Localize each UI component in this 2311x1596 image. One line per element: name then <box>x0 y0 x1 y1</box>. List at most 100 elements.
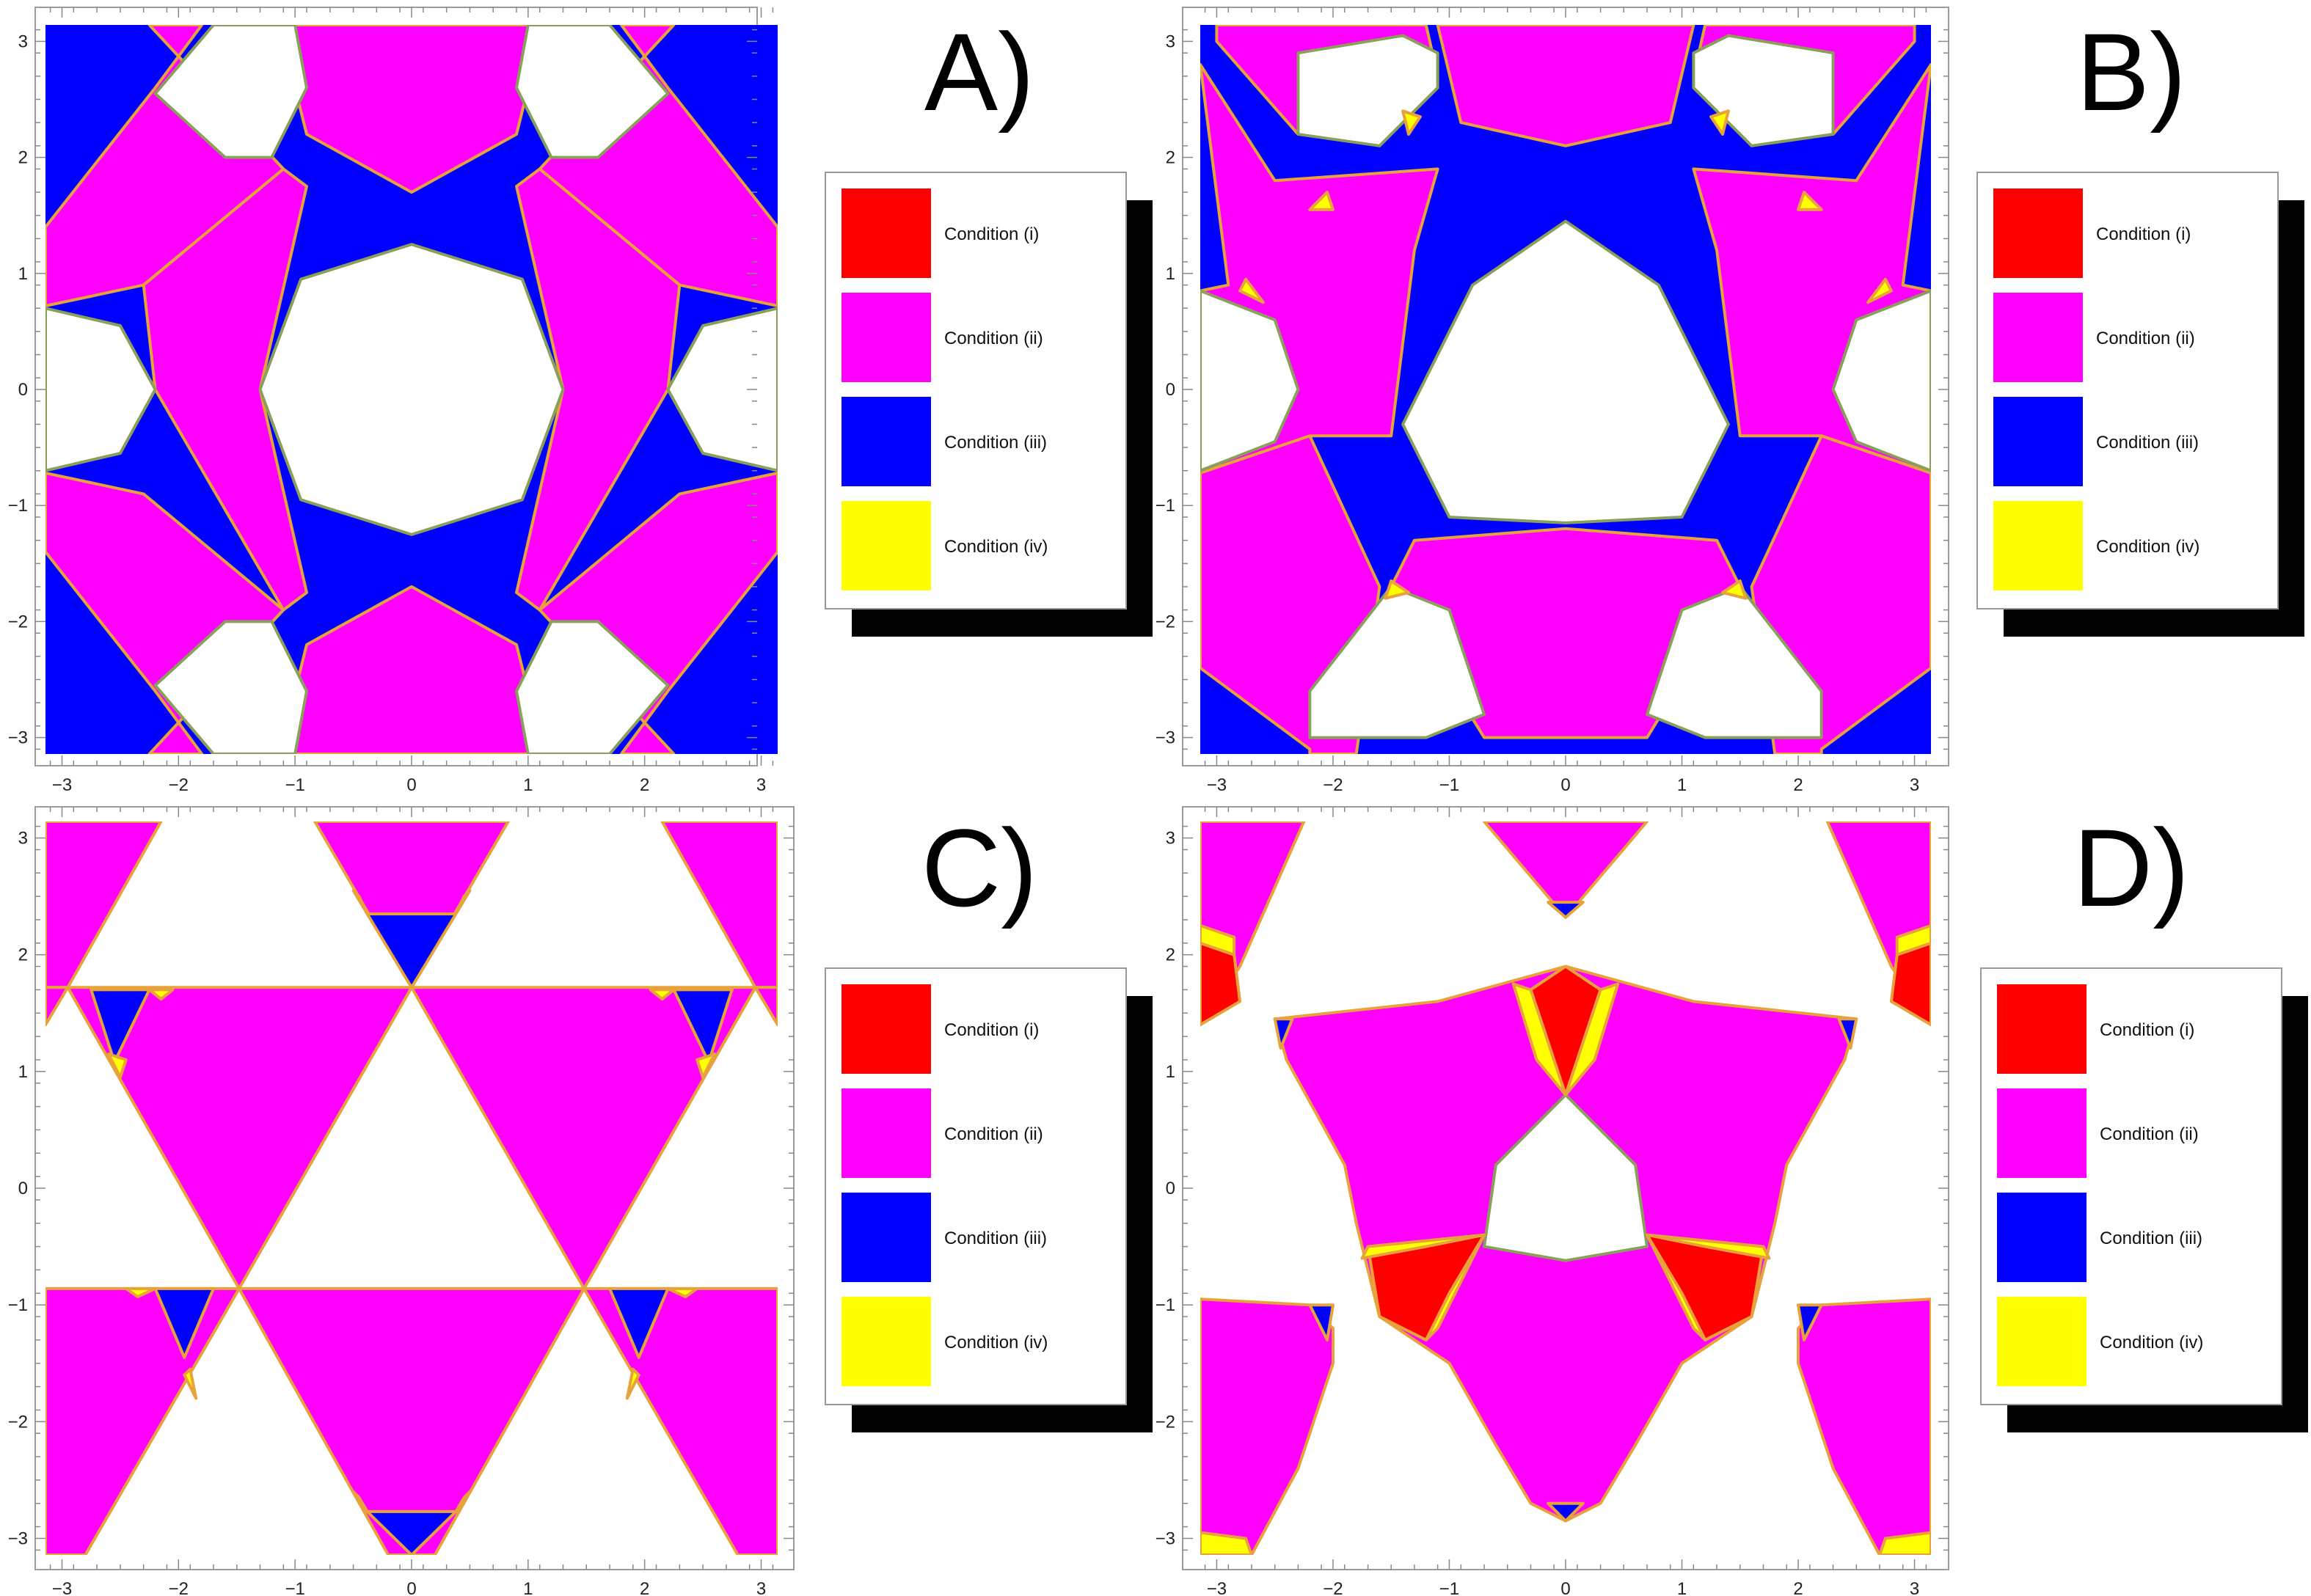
x-tick-label: −1 <box>1439 775 1459 795</box>
region-condition-iv-16 <box>1797 191 1823 211</box>
region-condition-iv-25 <box>625 1367 640 1400</box>
y-tick-label: 2 <box>1166 945 1175 965</box>
region-condition-iv-19 <box>1895 923 1931 956</box>
x-tick-label: −3 <box>1207 1579 1227 1596</box>
y-tick-label: 3 <box>18 829 28 849</box>
y-tick-label: 3 <box>1166 32 1175 51</box>
region-empty-9 <box>153 25 308 159</box>
y-tick-label: 0 <box>18 1179 28 1198</box>
region-condition-iv-16 <box>351 889 369 915</box>
region-condition-ii-4 <box>410 986 757 1290</box>
legend-label: Condition (iii) <box>2096 433 2199 453</box>
legend-swatch-condition-ii <box>841 293 931 382</box>
legend-label: Condition (iii) <box>944 433 1047 453</box>
legend-label: Condition (ii) <box>944 1124 1043 1144</box>
x-tick-label: 0 <box>1560 775 1570 795</box>
panel-label: C) <box>921 806 1037 929</box>
legend-swatch-condition-ii <box>841 1088 931 1178</box>
legend-swatch-condition-iii <box>841 1193 931 1282</box>
x-tick-label: 2 <box>640 1579 649 1596</box>
x-tick-label: −3 <box>52 1579 72 1596</box>
region-condition-iii-10 <box>365 912 458 989</box>
region-empty-11 <box>1308 585 1486 739</box>
x-tick-label: 0 <box>406 775 416 795</box>
legend-swatch-condition-i <box>841 188 931 278</box>
axis-ticks <box>1183 7 1949 766</box>
x-tick-label: −2 <box>169 1579 189 1596</box>
legend-swatch-condition-iii <box>1993 397 2083 486</box>
region-condition-iv-18 <box>1200 923 1236 956</box>
legend-swatch-condition-ii <box>1997 1088 2087 1178</box>
region-condition-iv-20 <box>1200 1531 1253 1555</box>
region-empty-11 <box>153 620 308 754</box>
x-tick-label: −3 <box>52 775 72 795</box>
y-tick-label: 1 <box>1166 264 1175 284</box>
y-tick-label: 0 <box>1166 380 1175 400</box>
legend-label: Condition (iv) <box>944 1333 1048 1352</box>
y-tick-label: −3 <box>1156 728 1175 748</box>
region-condition-iv-22 <box>1721 579 1748 600</box>
x-tick-label: 0 <box>1560 1579 1570 1596</box>
x-tick-label: 1 <box>1677 1579 1687 1596</box>
legend-label: Condition (ii) <box>2100 1124 2199 1144</box>
region-empty-10 <box>515 25 670 159</box>
region-condition-iv-18 <box>1709 109 1730 136</box>
y-tick-label: 1 <box>18 264 28 284</box>
region-condition-ii-3 <box>66 986 413 1290</box>
legend-label: Condition (i) <box>2100 1020 2194 1040</box>
plot-area <box>45 25 778 754</box>
region-condition-ii-6 <box>142 167 308 612</box>
legend-label: Condition (iii) <box>2100 1229 2202 1248</box>
region-condition-iii-14 <box>608 1286 670 1359</box>
legend-swatch-condition-iii <box>1997 1193 2087 1282</box>
region-condition-iv-17 <box>454 889 472 915</box>
y-tick-label: −1 <box>8 1295 28 1315</box>
y-tick-label: 0 <box>18 380 28 400</box>
legend-label: Condition (ii) <box>944 329 1043 348</box>
region-empty-12 <box>515 620 670 754</box>
y-tick-label: −3 <box>8 1529 28 1548</box>
legend-label: Condition (iv) <box>944 537 1048 557</box>
y-tick-label: −2 <box>8 612 28 632</box>
region-condition-iv-17 <box>1401 109 1422 136</box>
region-condition-iii-13 <box>153 1286 215 1359</box>
legend-label: Condition (iii) <box>944 1229 1047 1248</box>
x-tick-label: 1 <box>1677 775 1687 795</box>
y-tick-label: 2 <box>18 945 28 965</box>
x-tick-label: 3 <box>1910 775 1919 795</box>
region-condition-iv-21 <box>1384 579 1410 600</box>
region-empty-9 <box>1296 34 1439 147</box>
panel-label: B) <box>2076 10 2186 133</box>
x-tick-label: −1 <box>1439 1579 1459 1596</box>
region-empty-8 <box>1401 219 1730 524</box>
y-tick-label: −2 <box>8 1412 28 1432</box>
y-tick-label: −3 <box>1156 1529 1175 1548</box>
plot-area <box>45 821 778 1555</box>
region-condition-iv-22 <box>107 1053 128 1079</box>
region-condition-iii-24 <box>1273 1017 1294 1050</box>
y-tick-label: 2 <box>1166 148 1175 168</box>
x-tick-label: 1 <box>523 775 533 795</box>
x-tick-label: 2 <box>640 775 649 795</box>
region-condition-iv-21 <box>1878 1531 1931 1555</box>
region-condition-iv-18 <box>147 988 175 1001</box>
x-tick-label: −1 <box>285 775 304 795</box>
axis-ticks <box>35 7 774 766</box>
x-tick-label: 2 <box>1793 775 1803 795</box>
legend: Condition (i) Condition (ii) Condition (ii… <box>1980 967 2308 1432</box>
region-condition-ii-9 <box>753 986 778 1027</box>
region-condition-iv-16 <box>1424 1233 1486 1341</box>
region-empty-13 <box>45 307 157 472</box>
y-tick-label: −1 <box>1156 1295 1175 1315</box>
x-tick-label: 0 <box>406 1579 416 1596</box>
region-condition-iii-22 <box>1547 901 1585 919</box>
legend-swatch-condition-i <box>1997 984 2087 1074</box>
y-tick-label: 3 <box>18 32 28 51</box>
x-tick-label: 2 <box>1793 1579 1803 1596</box>
x-tick-label: −3 <box>1207 775 1227 795</box>
legend-label: Condition (iv) <box>2096 537 2199 557</box>
